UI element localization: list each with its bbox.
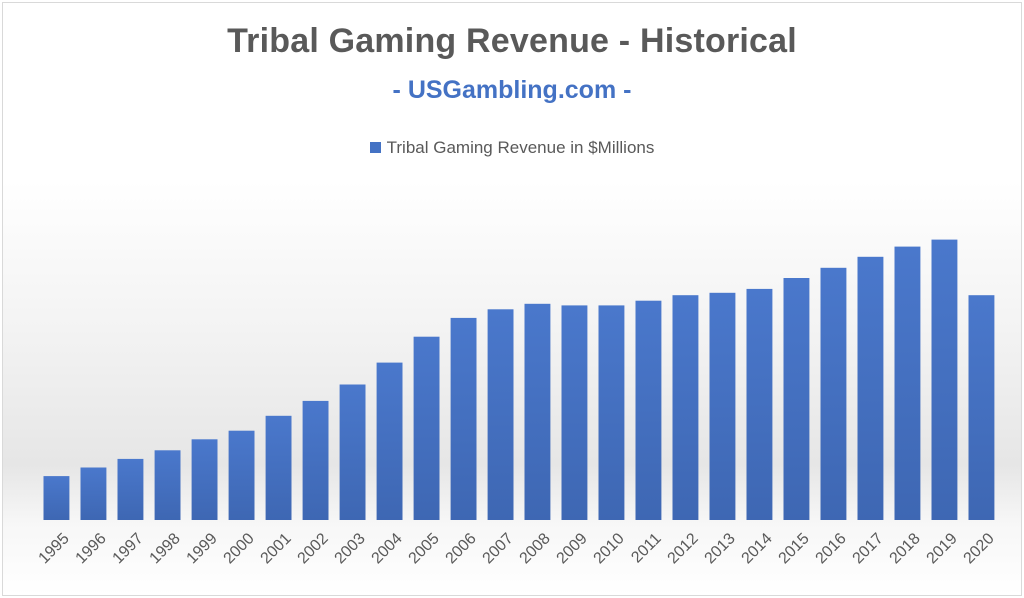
bar-2009 [561, 305, 588, 520]
x-tick-label: 2016 [812, 530, 849, 567]
legend-swatch [369, 142, 381, 153]
x-tick-label: 2001 [257, 530, 294, 567]
bar-2019 [931, 239, 958, 520]
bar-1998 [154, 450, 181, 520]
x-tick-label: 2004 [368, 530, 405, 567]
x-tick-label: 2017 [849, 530, 886, 567]
bar-2014 [746, 288, 773, 520]
x-tick-label: 2014 [738, 530, 775, 567]
bar-2017 [857, 256, 884, 520]
x-tick-label: 1998 [146, 530, 183, 567]
chart-subtitle: - USGambling.com - [392, 76, 632, 104]
bar-2007 [487, 309, 514, 520]
bar-2008 [524, 303, 551, 520]
bar-1997 [117, 458, 144, 520]
bar-2016 [820, 267, 847, 520]
x-tick-label: 1999 [183, 530, 220, 567]
bar-2020 [968, 295, 995, 520]
x-tick-label: 2010 [590, 530, 627, 567]
bar-2003 [339, 384, 366, 520]
x-tick-label: 2012 [664, 530, 701, 567]
x-tick-label: 2002 [294, 530, 331, 567]
bar-2013 [709, 292, 736, 520]
x-tick-label: 2005 [405, 530, 442, 567]
bar-2000 [228, 430, 255, 520]
x-tick-label: 2009 [553, 530, 590, 567]
x-tick-label: 2008 [516, 530, 553, 567]
bar-1999 [191, 439, 218, 520]
x-tick-label: 1997 [109, 530, 146, 567]
x-tick-label: 2018 [886, 530, 923, 567]
bar-1996 [80, 467, 107, 520]
bar-2011 [635, 300, 662, 520]
bar-2002 [302, 400, 329, 520]
bar-2018 [894, 246, 921, 520]
x-tick-label: 2006 [442, 530, 479, 567]
x-tick-label: 2007 [479, 530, 516, 567]
chart-legend: Tribal Gaming Revenue in $Millions [0, 138, 1024, 158]
legend-label: Tribal Gaming Revenue in $Millions [386, 138, 655, 157]
bar-2001 [265, 415, 292, 520]
bar-2015 [783, 278, 810, 520]
x-tick-label: 2020 [960, 530, 997, 567]
x-tick-label: 1995 [35, 530, 72, 567]
bar-2010 [598, 305, 625, 520]
bar-2006 [450, 317, 477, 520]
chart-title: Tribal Gaming Revenue - Historical [227, 22, 797, 60]
bar-2005 [413, 336, 440, 520]
bar-1995 [43, 476, 70, 520]
x-tick-label: 2000 [220, 530, 257, 567]
x-tick-label: 2011 [628, 530, 664, 566]
x-tick-label: 2019 [923, 530, 960, 567]
x-tick-label: 2013 [701, 530, 738, 567]
x-tick-label: 2003 [331, 530, 368, 567]
x-tick-label: 2015 [775, 530, 812, 567]
bar-2004 [376, 362, 403, 520]
x-tick-label: 1996 [72, 530, 109, 567]
bar-2012 [672, 295, 699, 520]
